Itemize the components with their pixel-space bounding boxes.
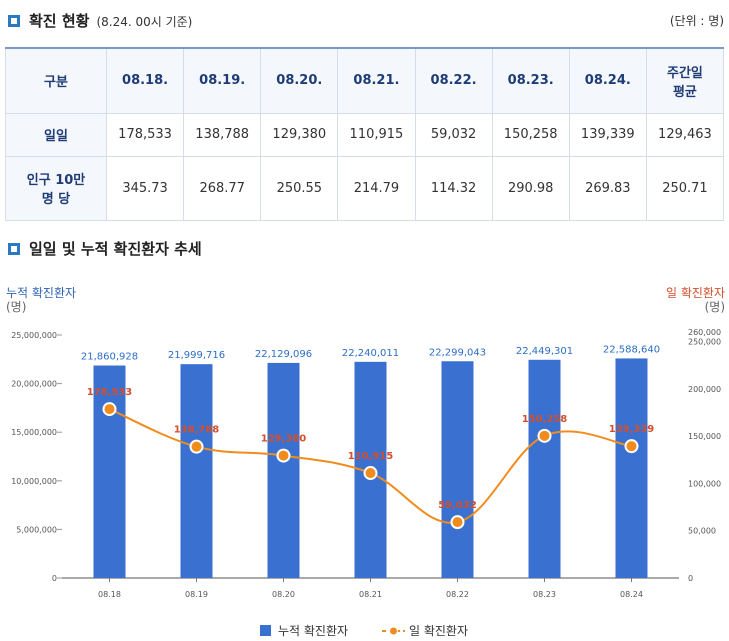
- bar-cumulative: [528, 359, 561, 578]
- line-data-label: 150,258: [522, 414, 568, 425]
- x-axis-tick-label: 08.24: [620, 590, 643, 599]
- line-point-daily: [276, 448, 291, 463]
- table-cell: 345.73: [105, 155, 185, 221]
- reference-time-note: (8.24. 00시 기준): [96, 15, 193, 29]
- table-header-row: 구분 08.18. 08.19. 08.20. 08.21. 08.22. 08.23. 08…: [5, 47, 725, 114]
- right-axis-tick-label: 150,000: [688, 432, 721, 441]
- table-row: 일일 178,533 138,788 129,380 110,915 59,032 150,…: [5, 112, 725, 157]
- legend-label: 누적 확진환자: [278, 624, 348, 638]
- row-label: 인구 10만 명 당: [5, 155, 107, 221]
- x-axis-tick-label: 08.23: [533, 590, 556, 599]
- column-header: 08.23.: [491, 47, 570, 114]
- table-cell: 178,533: [105, 112, 185, 157]
- line-data-label: 110,915: [348, 451, 394, 462]
- line-data-label: 59,032: [438, 500, 477, 511]
- left-axis-tick-label: 10,000,000: [11, 477, 57, 486]
- left-axis-unit: (명): [6, 300, 26, 314]
- trend-chart: 누적 확진환자(명)일 확진환자(명)25,000,00020,000,0001…: [6, 286, 725, 638]
- table-cell: 129,380: [260, 112, 339, 157]
- right-axis-tick-label: 250,000: [688, 337, 721, 346]
- legend-label: 일 확진환자: [409, 624, 468, 638]
- column-header: 주간일 평균: [645, 47, 725, 114]
- square-bullet-icon: [8, 242, 20, 255]
- right-axis-tick-label: 260,000: [688, 328, 721, 337]
- column-header-category: 구분: [5, 47, 107, 114]
- table-cell: 114.32: [414, 155, 493, 221]
- x-axis-tick-label: 08.18: [98, 590, 121, 599]
- table-cell: 250.71: [645, 155, 725, 221]
- bar-data-label: 22,449,301: [516, 346, 573, 357]
- table-cell: 290.98: [491, 155, 570, 221]
- bar-data-label: 22,240,011: [342, 348, 399, 359]
- chart-section-title: 일일 및 누적 확진환자 추세: [29, 240, 202, 258]
- bar-cumulative: [180, 364, 213, 578]
- table-cell: 59,032: [414, 112, 493, 157]
- column-header: 08.19.: [183, 47, 262, 114]
- bar-cumulative: [441, 361, 474, 578]
- legend-bar-swatch: [260, 625, 271, 636]
- right-axis-tick-label: 100,000: [688, 479, 721, 488]
- line-data-label: 178,533: [87, 387, 133, 398]
- row-label: 일일: [5, 112, 107, 157]
- left-axis-tick-label: 5,000,000: [16, 525, 57, 534]
- bar-data-label: 22,129,096: [255, 349, 312, 360]
- left-axis-tick-label: 15,000,000: [11, 428, 57, 437]
- unit-note: (단위 : 명): [669, 14, 724, 28]
- line-point-daily: [624, 439, 639, 454]
- line-point-daily: [450, 515, 465, 530]
- right-axis-unit: (명): [705, 300, 725, 314]
- x-axis-tick-label: 08.22: [446, 590, 469, 599]
- column-header: 08.21.: [337, 47, 416, 114]
- table-row: 인구 10만 명 당 345.73 268.77 250.55 214.79 114.32 2…: [5, 155, 725, 221]
- table-cell: 129,463: [645, 112, 725, 157]
- bar-data-label: 22,299,043: [429, 347, 486, 358]
- bar-cumulative: [267, 362, 300, 578]
- table-cell: 268.77: [183, 155, 262, 221]
- right-axis-tick-label: 50,000: [688, 527, 716, 536]
- left-axis-title: 누적 확진환자: [6, 286, 76, 300]
- section-title-trend: 일일 및 누적 확진환자 추세: [8, 238, 202, 259]
- bar-data-label: 22,588,640: [603, 344, 660, 355]
- left-axis-tick-label: 0: [52, 574, 57, 583]
- line-point-daily: [102, 402, 117, 417]
- column-header: 08.22.: [414, 47, 493, 114]
- bar-data-label: 21,860,928: [81, 352, 138, 363]
- table-cell: 214.79: [337, 155, 416, 221]
- column-header: 08.24.: [568, 47, 647, 114]
- legend-line-marker: [389, 626, 398, 636]
- line-data-label: 129,380: [261, 434, 307, 445]
- left-axis-tick-label: 25,000,000: [11, 331, 57, 340]
- bar-cumulative: [615, 358, 648, 578]
- page-title: 확진 현황: [29, 12, 90, 30]
- left-axis-tick-label: 20,000,000: [11, 380, 57, 389]
- right-axis-title: 일 확진환자: [666, 286, 725, 300]
- x-axis-tick-label: 08.21: [359, 590, 382, 599]
- column-header: 08.20.: [260, 47, 339, 114]
- status-table: 구분 08.18. 08.19. 08.20. 08.21. 08.22. 08.23. 08…: [5, 47, 725, 221]
- table-cell: 150,258: [491, 112, 570, 157]
- column-header: 08.18.: [105, 47, 185, 114]
- line-point-daily: [189, 439, 204, 454]
- right-axis-tick-label: 200,000: [688, 385, 721, 394]
- table-cell: 139,339: [568, 112, 647, 157]
- line-data-label: 138,788: [174, 425, 220, 436]
- table-cell: 110,915: [337, 112, 416, 157]
- right-axis-tick-label: 0: [688, 574, 693, 583]
- section-title-status: 확진 현황 (8.24. 00시 기준): [8, 10, 192, 31]
- table-cell: 250.55: [260, 155, 339, 221]
- line-point-daily: [363, 466, 378, 481]
- x-axis-tick-label: 08.20: [272, 590, 295, 599]
- square-bullet-icon: [8, 14, 20, 27]
- bar-cumulative: [93, 365, 126, 578]
- table-cell: 138,788: [183, 112, 262, 157]
- line-point-daily: [537, 428, 552, 443]
- x-axis-tick-label: 08.19: [185, 590, 208, 599]
- bar-data-label: 21,999,716: [168, 350, 225, 361]
- table-cell: 269.83: [568, 155, 647, 221]
- line-data-label: 139,339: [609, 424, 655, 435]
